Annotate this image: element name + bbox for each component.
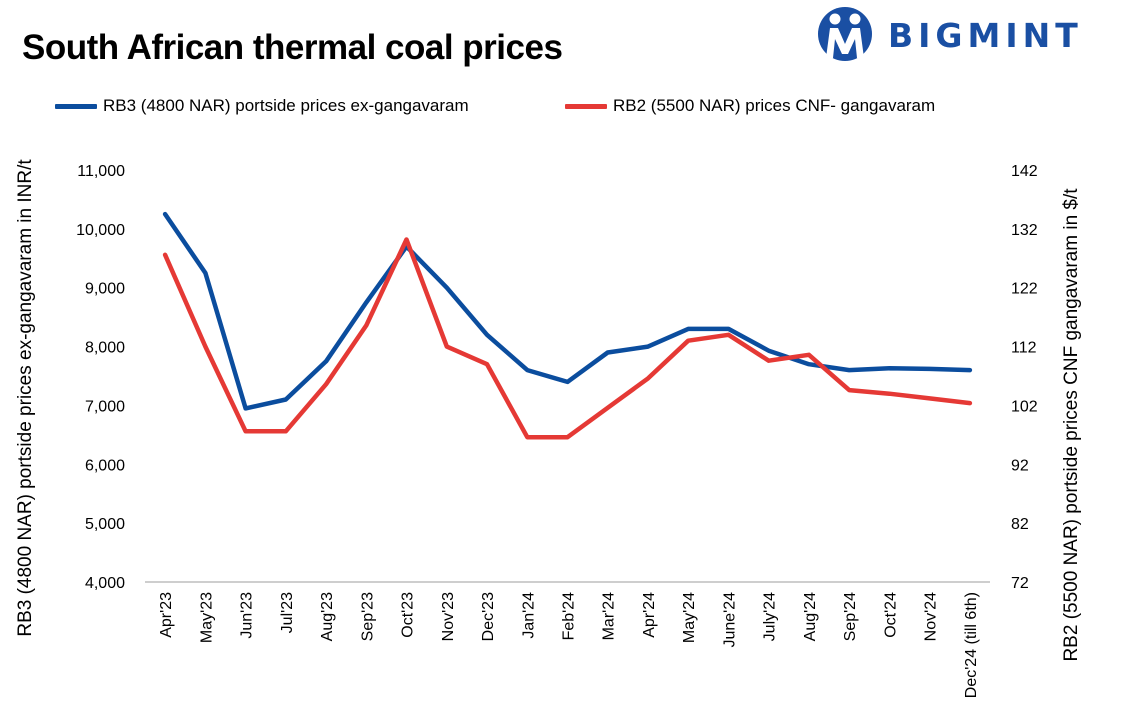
left-axis-title: RB3 (4800 NAR) portside prices ex-gangav…: [15, 159, 36, 637]
x-tick-label: Nov'23: [440, 592, 457, 641]
left-tick-label: 8,000: [85, 340, 125, 357]
x-tick-label: May'24: [681, 592, 698, 643]
x-tick-label: Aug'24: [802, 592, 819, 641]
x-tick-label: Aug'23: [319, 592, 336, 641]
x-tick-label: Oct'24: [882, 592, 899, 638]
right-tick-label: 112: [1011, 340, 1037, 357]
bigmint-logo: BIGMINT: [814, 6, 1124, 62]
x-tick-label: Jul'23: [279, 592, 296, 633]
right-tick-label: 82: [1011, 516, 1029, 533]
left-tick-label: 4,000: [85, 575, 125, 592]
right-tick-label: 132: [1011, 222, 1038, 239]
x-tick-label: Apr'24: [641, 592, 658, 638]
left-axis-ticks: 4,000 5,000 6,000 7,000 8,000 9,000 10,000 11,0…: [76, 163, 125, 592]
brand-wordmark: BIGMINT: [888, 16, 1083, 55]
right-axis-title: RB2 (5500 NAR) portside prices CNF ganga…: [1061, 188, 1082, 662]
x-tick-label: Jan'24: [520, 592, 537, 639]
right-axis-ticks: 72 82 92 102 112 122 132 142: [1011, 163, 1038, 592]
legend-item-rb2: RB2 (5500 NAR) prices CNF- gangavaram: [565, 96, 935, 116]
x-tick-label: Sep'23: [359, 592, 376, 641]
series-line-rb2: [162, 237, 973, 440]
left-tick-label: 5,000: [85, 516, 125, 533]
left-tick-label: 7,000: [85, 398, 125, 415]
right-tick-label: 142: [1011, 163, 1038, 180]
left-tick-label: 6,000: [85, 457, 125, 474]
x-tick-label: Mar'24: [601, 592, 618, 641]
x-tick-label: Oct'23: [400, 592, 417, 638]
x-tick-label: Dec'24 (till 6th): [963, 592, 980, 698]
series-lines: [162, 211, 973, 440]
chart-title: South African thermal coal prices: [22, 28, 563, 67]
left-tick-label: 10,000: [76, 222, 125, 239]
x-tick-label: Nov'24: [923, 592, 940, 641]
right-tick-label: 72: [1011, 575, 1029, 592]
bigmint-logo-icon: [818, 7, 872, 61]
left-tick-label: 9,000: [85, 281, 125, 298]
x-axis-ticks: Apr'23 May'23 Jun'23 Jul'23 Aug'23 Sep'23 Oct'…: [158, 592, 980, 698]
left-tick-label: 11,000: [77, 163, 125, 180]
legend-swatch-rb3: [55, 103, 97, 109]
x-tick-label: Apr'23: [158, 592, 175, 638]
right-tick-label: 102: [1011, 398, 1038, 415]
series-line-rb3: [162, 211, 973, 411]
x-tick-label: Sep'24: [842, 592, 859, 641]
right-tick-label: 92: [1011, 457, 1029, 474]
x-tick-label: July'24: [762, 592, 779, 641]
x-tick-label: May'23: [198, 592, 215, 643]
x-tick-label: June'24: [721, 592, 738, 648]
legend-item-rb3: RB3 (4800 NAR) portside prices ex-gangav…: [55, 96, 469, 116]
legend-label-rb3: RB3 (4800 NAR) portside prices ex-gangav…: [103, 96, 469, 115]
right-tick-label: 122: [1011, 281, 1038, 298]
x-tick-label: Feb'24: [561, 592, 578, 641]
legend-swatch-rb2: [565, 103, 607, 109]
x-tick-label: Dec'23: [480, 592, 497, 641]
x-tick-label: Jun'23: [239, 592, 256, 639]
legend-label-rb2: RB2 (5500 NAR) prices CNF- gangavaram: [613, 96, 936, 115]
